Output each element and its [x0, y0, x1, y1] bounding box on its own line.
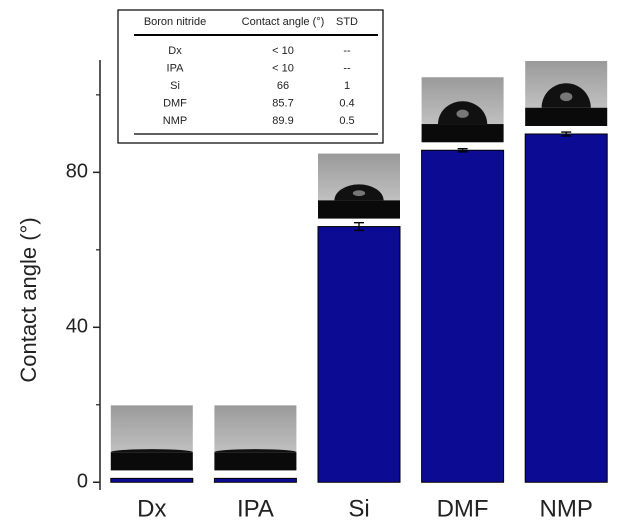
table-header: STD	[336, 16, 358, 28]
bar	[525, 134, 607, 482]
bar	[422, 150, 504, 482]
drop-highlight	[353, 190, 365, 196]
table-cell: 0.4	[339, 97, 354, 109]
droplet-image	[422, 77, 504, 142]
bar	[214, 478, 296, 482]
bar	[318, 227, 400, 483]
substrate	[214, 452, 296, 470]
x-tick-label: DMF	[437, 495, 489, 522]
y-tick-label: 40	[66, 316, 88, 338]
y-tick-label: 0	[77, 471, 88, 493]
droplet-image	[525, 61, 607, 126]
drop-highlight	[456, 110, 468, 118]
table-cell: Si	[170, 80, 180, 92]
table-cell: < 10	[272, 62, 294, 74]
chart: Contact angle (°) 0 40 80 Dx IPA Si DMF NMP Boro…	[0, 0, 619, 527]
table-cell: Dx	[168, 45, 182, 57]
y-axis-label: Contact angle (°)	[16, 217, 41, 382]
drop-highlight	[560, 92, 572, 101]
substrate	[318, 200, 400, 218]
droplet-image	[214, 405, 296, 470]
substrate	[111, 452, 193, 470]
table-cell: 66	[277, 80, 289, 92]
table-cell: --	[343, 62, 351, 74]
table-cell: NMP	[163, 115, 187, 127]
table-cell: DMF	[163, 97, 187, 109]
y-tick-label: 80	[66, 161, 88, 183]
x-tick-label: IPA	[237, 495, 274, 522]
x-tick-label: NMP	[540, 495, 593, 522]
x-tick-label: Dx	[137, 495, 166, 522]
table-cell: < 10	[272, 45, 294, 57]
substrate	[422, 124, 504, 142]
x-tick-label: Si	[348, 495, 369, 522]
table-cell: IPA	[167, 62, 185, 74]
table-cell: 89.9	[272, 115, 293, 127]
table-cell: 0.5	[339, 115, 354, 127]
table-cell: --	[343, 45, 351, 57]
table-cell: 85.7	[272, 97, 293, 109]
table-cell: 1	[344, 80, 350, 92]
table-header: Boron nitride	[144, 16, 206, 28]
bar	[111, 478, 193, 482]
table-header: Contact angle (°)	[242, 16, 325, 28]
droplet-image	[318, 154, 400, 219]
substrate	[525, 108, 607, 126]
droplet-image	[111, 405, 193, 470]
